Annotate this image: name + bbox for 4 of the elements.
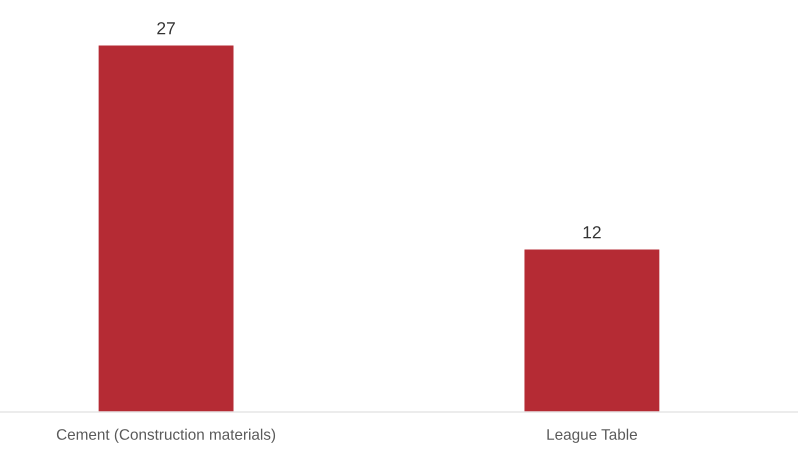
data-label: 12 [584,226,601,238]
x-tick-label: Cement (Construction materials) [56,428,276,443]
x-tick-label: League Table [547,428,637,443]
data-label: 27 [157,22,175,34]
